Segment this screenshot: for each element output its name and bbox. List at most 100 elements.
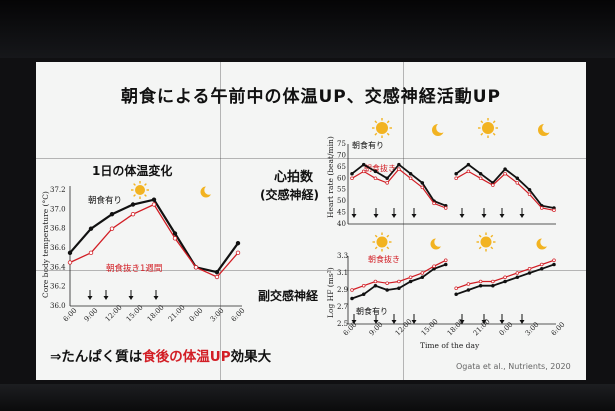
hr-data-point <box>432 201 436 206</box>
sun-ray <box>492 120 496 124</box>
hr-data-point <box>350 171 354 176</box>
down-arrow-icon <box>459 314 465 324</box>
panel-seam <box>36 270 586 271</box>
down-arrow-icon <box>391 208 397 218</box>
hf-data-point <box>444 262 448 267</box>
hr-data-point <box>385 176 389 181</box>
sun-ray <box>492 132 496 136</box>
down-arrow-icon <box>351 208 357 218</box>
hf-y-label: Log HF (ms²) <box>326 267 335 318</box>
citation: Ogata et al., Nutrients, 2020 <box>456 362 571 371</box>
sun-ray <box>144 194 147 197</box>
left-data-point <box>109 211 115 217</box>
hf-data-point <box>385 281 389 285</box>
hr-data-point <box>503 171 507 176</box>
sun-disc <box>482 122 494 134</box>
left-data-point <box>130 211 136 217</box>
hr-data-point <box>527 192 532 197</box>
hf-data-point <box>420 275 425 280</box>
hr-data-point <box>503 167 507 171</box>
arrow-head <box>391 214 397 218</box>
hf-data-point <box>454 286 458 291</box>
sun-ray <box>478 234 482 238</box>
hf-data-point <box>503 279 507 284</box>
sun-icon <box>131 181 149 199</box>
sun-icon <box>372 232 392 252</box>
sun-disc <box>135 185 145 195</box>
body-temperature-chart: 36.036.236.436.636.837.037.26:00 9:00 12:0… <box>41 181 247 323</box>
hr-data-point <box>466 162 471 167</box>
left-y-tick: 37.2 <box>50 186 66 194</box>
hr-data-point <box>385 181 389 185</box>
hf-series-line <box>455 263 555 296</box>
down-arrow-icon <box>411 314 417 324</box>
hr-data-point <box>350 176 354 181</box>
moon-icon <box>432 122 447 136</box>
sun-ray <box>133 183 136 186</box>
hr-data-point <box>515 181 520 185</box>
moon-shadow <box>434 237 444 247</box>
left-data-point <box>193 265 199 270</box>
sun-ray <box>144 183 147 186</box>
hr-y-tick: 75 <box>337 140 346 148</box>
left-data-point <box>172 236 178 241</box>
hr-data-point <box>373 169 378 174</box>
panel-seam <box>220 62 221 380</box>
hf-legend-breakfast: 朝食有り <box>356 307 388 316</box>
left-data-point <box>67 260 73 265</box>
sun-icon <box>478 118 498 138</box>
hr-data-point <box>420 181 425 185</box>
left-y-tick: 36.8 <box>50 225 66 233</box>
left-data-point <box>214 269 220 275</box>
hr-data-point <box>361 162 366 167</box>
presentation-slide: 朝食による午前中の体温UP、交感神経活動UP 1日の体温変化 朝食有り 朝食抜き… <box>36 62 586 380</box>
hf-y-tick: 2.7 <box>337 303 348 311</box>
moon-icon <box>430 237 444 250</box>
down-arrow-icon <box>411 208 417 218</box>
hr-y-tick: 40 <box>337 220 346 228</box>
sun-icon <box>476 232 496 252</box>
arrow-head <box>411 214 417 218</box>
sun-ray <box>133 194 136 197</box>
hr-legend-skip: 朝食抜き <box>364 164 396 173</box>
left-y-label: Core body temperature (°C) <box>41 191 50 298</box>
hf-data-point <box>408 275 413 280</box>
hf-data-point <box>478 279 483 284</box>
hf-data-point <box>385 288 389 292</box>
sun-disc <box>480 236 492 248</box>
conclusion: ⇒たんぱく質は食後の体温UP効果大 <box>50 345 271 365</box>
down-arrow-icon <box>459 208 465 218</box>
hf-data-point <box>397 286 401 291</box>
down-arrow-icon <box>391 314 397 324</box>
hr-data-point <box>454 176 458 181</box>
left-data-point <box>151 202 157 207</box>
arrow-head <box>519 214 525 218</box>
hr-data-point <box>444 206 448 210</box>
hf-y-tick: 2.5 <box>337 320 348 328</box>
hf-data-point <box>478 284 483 288</box>
hf-data-point <box>503 275 507 280</box>
hf-data-point <box>361 284 366 288</box>
sun-ray <box>386 132 390 136</box>
arrow-head <box>499 320 505 324</box>
left-data-point <box>235 240 241 246</box>
hr-y-tick: 70 <box>337 151 346 159</box>
sun-icon <box>372 118 392 138</box>
hf-series-line <box>456 259 555 289</box>
hf-y-tick: 3.1 <box>337 269 348 277</box>
left-chart-title: 1日の体温変化 <box>92 164 173 178</box>
hf-data-point <box>361 292 366 297</box>
hr-data-point <box>361 169 366 174</box>
arrow-head <box>373 320 379 324</box>
hf-data-point <box>373 279 378 284</box>
conclusion-suffix: 効果大 <box>230 349 272 365</box>
arrow-head <box>499 214 505 218</box>
hr-data-point <box>454 171 458 176</box>
hf-x-label: Time of the day <box>420 341 480 350</box>
hr-y-tick: 50 <box>337 197 346 205</box>
conclusion-prefix: ⇒たんぱく質は <box>50 349 143 365</box>
hr-y-tick: 65 <box>337 163 346 171</box>
sun-disc <box>376 236 388 248</box>
hf-data-point <box>350 288 354 292</box>
hr-y-tick: 60 <box>337 174 346 182</box>
